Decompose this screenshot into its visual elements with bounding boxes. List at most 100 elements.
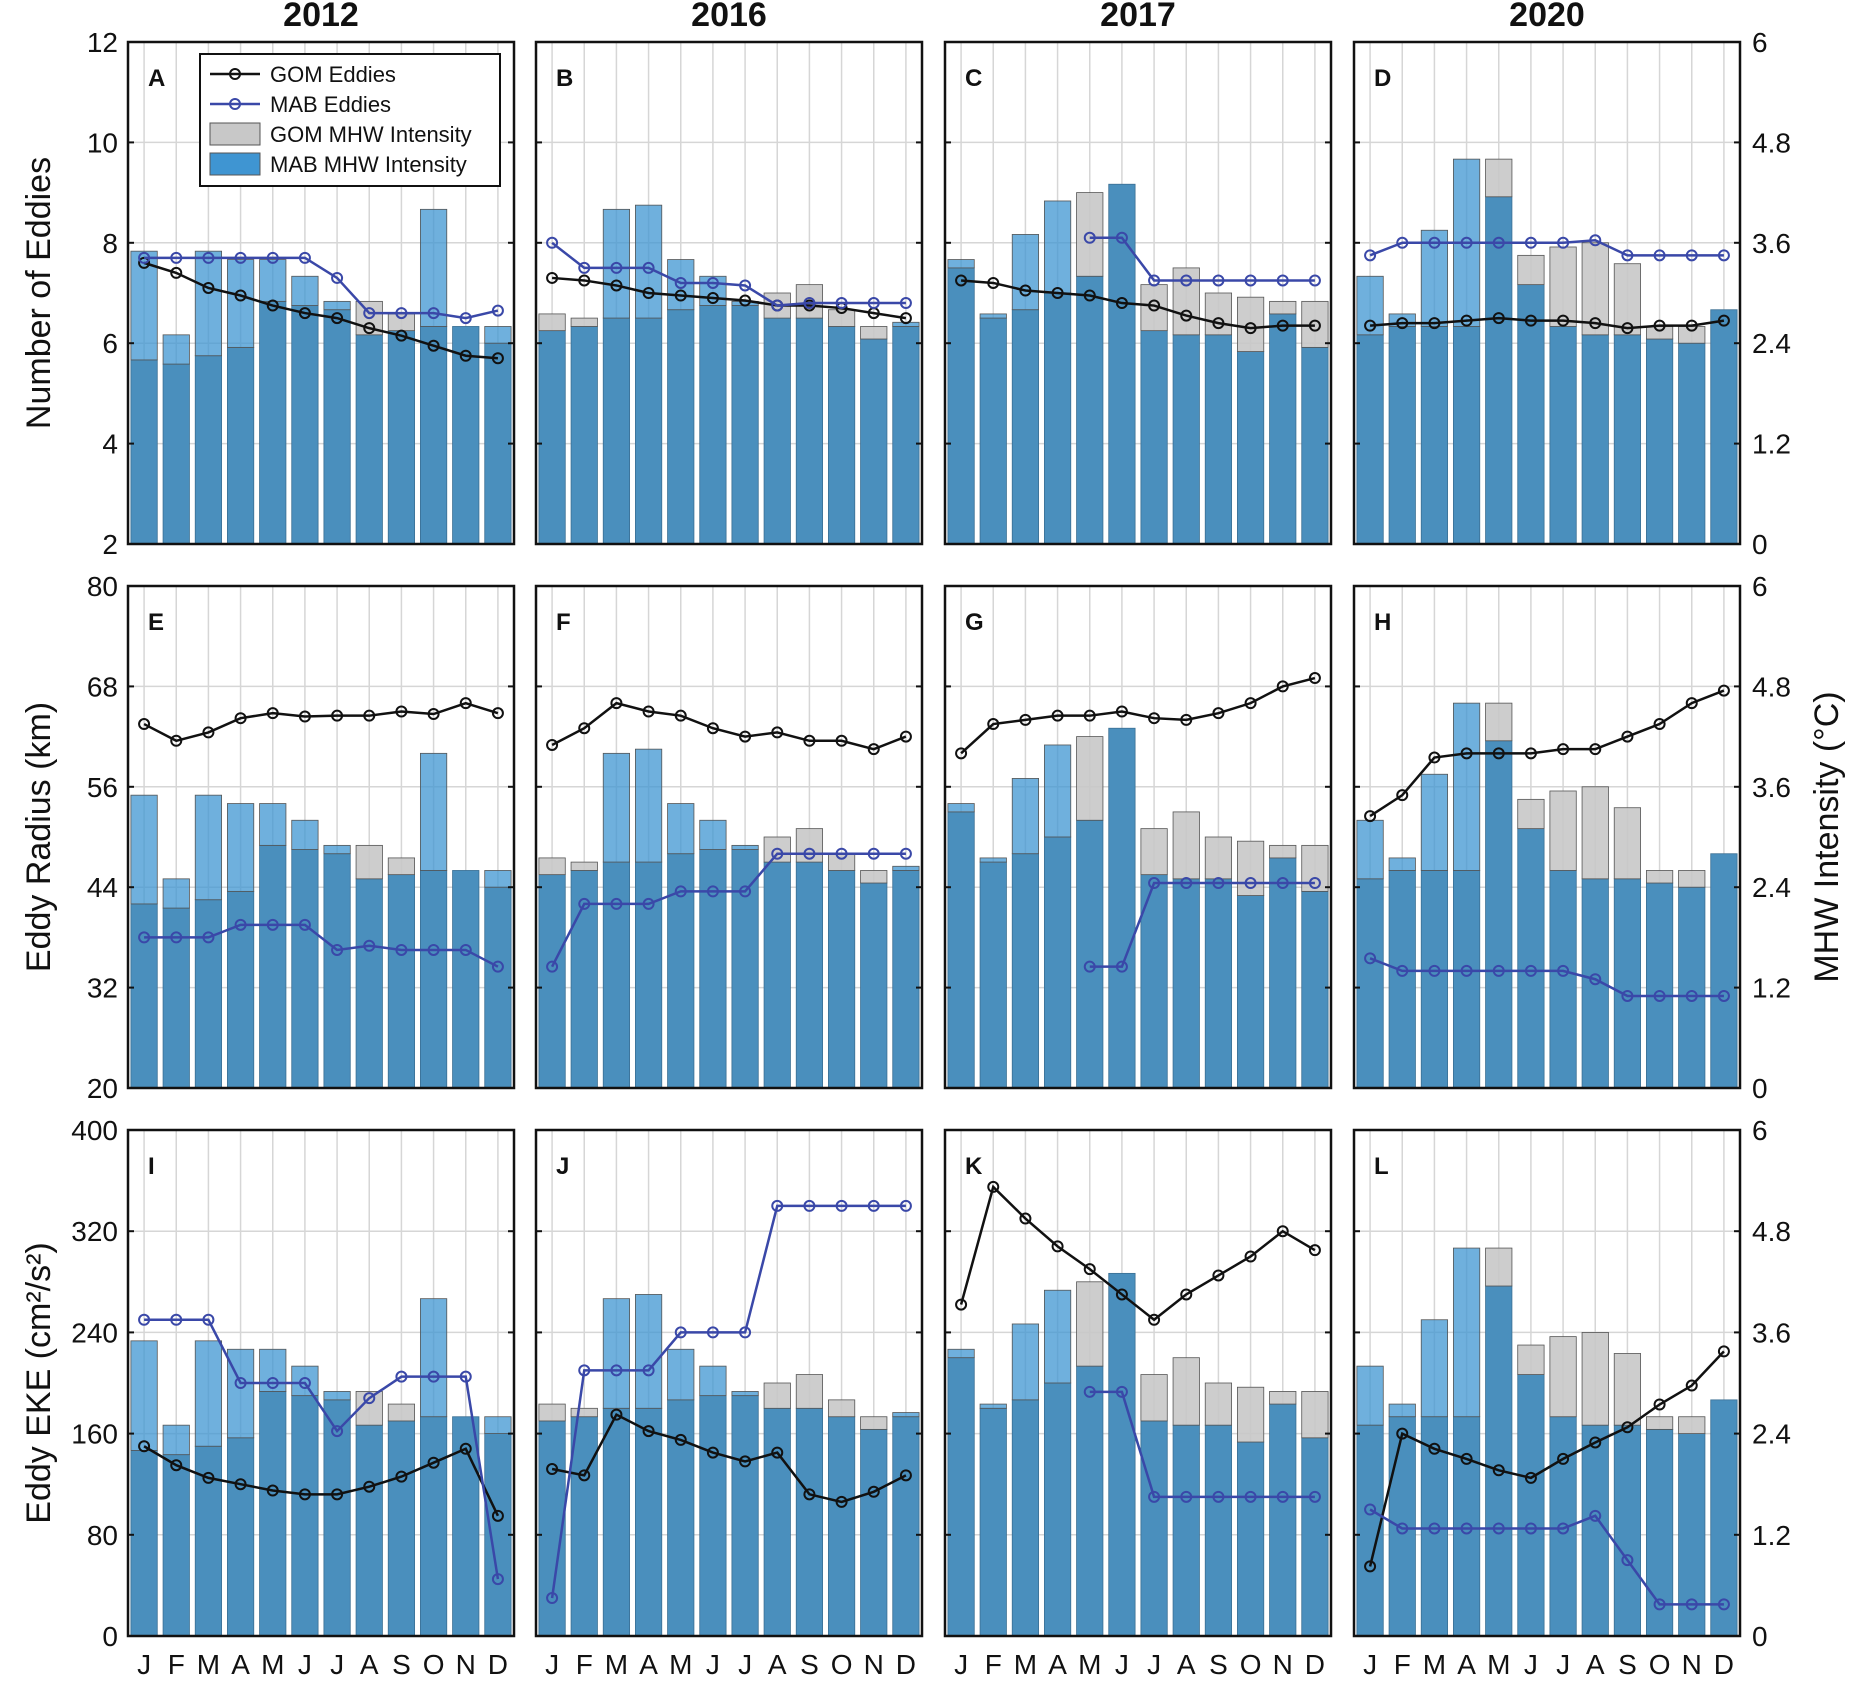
gom-eddies-point-D-7 (1589, 317, 1602, 330)
bar-overlap-J-11 (892, 1416, 920, 1637)
bar-gom-mhw-D-10 (1678, 326, 1706, 344)
mab-eddies-point-I-2 (202, 1313, 215, 1326)
mab-eddies-point-F-0 (546, 960, 559, 973)
bar-gom-mhw-L-4 (1485, 1247, 1513, 1287)
legend-label-gom_eddies: GOM Eddies (270, 62, 396, 87)
bar-overlap-D-8 (1613, 334, 1642, 545)
mab-eddies-point-F-9 (835, 847, 848, 860)
gom-eddies-point-B-4 (674, 289, 687, 302)
ytick-right: 0 (1752, 1621, 1768, 1652)
mab-eddies-point-I-0 (138, 1313, 151, 1326)
gom-eddies-point-I-8 (395, 1470, 408, 1483)
bar-overlap-A-4 (259, 300, 287, 545)
ytick-right: 6 (1752, 571, 1768, 602)
mab-eddies-point-E-7 (363, 939, 376, 952)
gom-eddies-point-C-6 (1148, 299, 1161, 312)
gom-eddies-point-E-0 (138, 718, 151, 731)
mab-eddies-point-I-9 (427, 1370, 440, 1383)
bar-overlap-F-11 (892, 870, 920, 1089)
mab-eddies-point-L-2 (1428, 1522, 1441, 1535)
gom-eddies-point-F-9 (835, 734, 848, 747)
mab-eddies-point-D-3 (1460, 236, 1473, 249)
mab-eddies-point-A-10 (459, 312, 472, 325)
gom-eddies-point-A-2 (202, 281, 215, 294)
month-tick: M (1014, 1649, 1037, 1680)
ytick-left: 56 (87, 772, 118, 803)
y-axis-label-row-2: Eddy Radius (km) (20, 702, 58, 972)
gom-eddies-point-L-2 (1428, 1442, 1441, 1455)
ytick-right: 6 (1752, 1115, 1768, 1146)
mab-eddies-point-E-5 (298, 918, 311, 931)
month-tick: J (738, 1649, 752, 1680)
bar-mab-mhw-E-5 (291, 819, 319, 850)
ytick-left: 68 (87, 671, 118, 702)
bar-mab-mhw-F-5 (699, 819, 727, 850)
panel-frame-C (943, 40, 1333, 546)
gom-eddies-point-F-7 (771, 726, 784, 739)
bar-overlap-A-7 (355, 334, 383, 545)
mab-eddies-point-H-1 (1396, 964, 1409, 977)
bar-overlap-J-8 (795, 1407, 824, 1637)
gom-eddies-point-H-1 (1396, 789, 1409, 802)
mab-eddies-point-J-6 (739, 1326, 752, 1339)
bar-overlap-L-5 (1517, 1374, 1545, 1637)
bar-overlap-C-10 (1269, 313, 1297, 545)
bar-overlap-K-1 (979, 1407, 1007, 1637)
bar-overlap-F-2 (602, 861, 631, 1089)
bar-overlap-L-1 (1388, 1416, 1416, 1637)
mab-eddies-point-F-6 (739, 885, 752, 898)
gom-eddies-point-A-7 (363, 322, 376, 335)
ytick-left: 240 (71, 1317, 118, 1348)
gom-eddies-point-J-4 (674, 1433, 687, 1446)
bar-overlap-K-5 (1108, 1272, 1136, 1637)
mab-eddies-point-K-5 (1115, 1385, 1128, 1398)
gom-eddies-point-A-8 (395, 329, 408, 342)
panel-H (1352, 584, 1742, 1090)
bar-gom-mhw-G-4 (1076, 736, 1104, 821)
bar-overlap-A-10 (452, 326, 480, 545)
mab-eddies-point-D-9 (1653, 249, 1666, 262)
panel-label-F: F (556, 609, 571, 636)
bar-overlap-B-5 (699, 305, 727, 545)
mab-eddies-point-J-0 (546, 1592, 559, 1605)
bar-gom-mhw-G-6 (1140, 828, 1168, 876)
bar-overlap-A-8 (387, 330, 416, 545)
month-tick: J (954, 1649, 968, 1680)
y-axis-label-row-1: Number of Eddies (20, 157, 58, 429)
bar-overlap-B-4 (667, 309, 695, 545)
bar-overlap-F-8 (795, 861, 824, 1089)
mab-eddies-point-D-8 (1621, 249, 1634, 262)
bar-mab-mhw-C-0 (947, 259, 975, 269)
bar-gom-mhw-J-1 (570, 1407, 598, 1418)
panel-B (534, 40, 924, 546)
bar-overlap-K-2 (1011, 1399, 1040, 1637)
bar-overlap-F-5 (699, 849, 727, 1089)
mab-eddies-point-B-5 (706, 276, 719, 289)
panel-I (126, 1128, 516, 1638)
bar-gom-mhw-H-6 (1549, 790, 1577, 871)
mab-eddies-point-A-9 (427, 307, 440, 320)
bar-overlap-J-1 (570, 1416, 598, 1637)
bar-mab-mhw-A-1 (162, 334, 190, 365)
gom-eddies-point-C-2 (1019, 284, 1032, 297)
mab-eddies-point-E-6 (331, 943, 344, 956)
bar-gom-mhw-D-8 (1613, 263, 1642, 336)
mab-eddies-point-D-5 (1524, 236, 1537, 249)
bar-overlap-E-9 (419, 870, 448, 1089)
panel-D (1352, 40, 1742, 546)
bar-overlap-H-6 (1549, 870, 1577, 1089)
ytick-left: 400 (71, 1115, 118, 1146)
gom-eddies-point-L-0 (1364, 1560, 1377, 1573)
mab-eddies-point-A-5 (298, 251, 311, 264)
mab-eddies-point-H-8 (1621, 989, 1634, 1002)
month-tick: J (298, 1649, 312, 1680)
month-tick: J (706, 1649, 720, 1680)
bar-overlap-B-1 (570, 326, 598, 545)
month-tick: D (488, 1649, 508, 1680)
gom-eddies-point-C-5 (1115, 297, 1128, 310)
bar-overlap-B-11 (892, 326, 920, 545)
bar-overlap-I-9 (419, 1416, 448, 1637)
bar-overlap-E-10 (452, 870, 480, 1089)
mab-eddies-point-F-8 (803, 847, 816, 860)
mab-eddies-point-B-10 (867, 297, 880, 310)
